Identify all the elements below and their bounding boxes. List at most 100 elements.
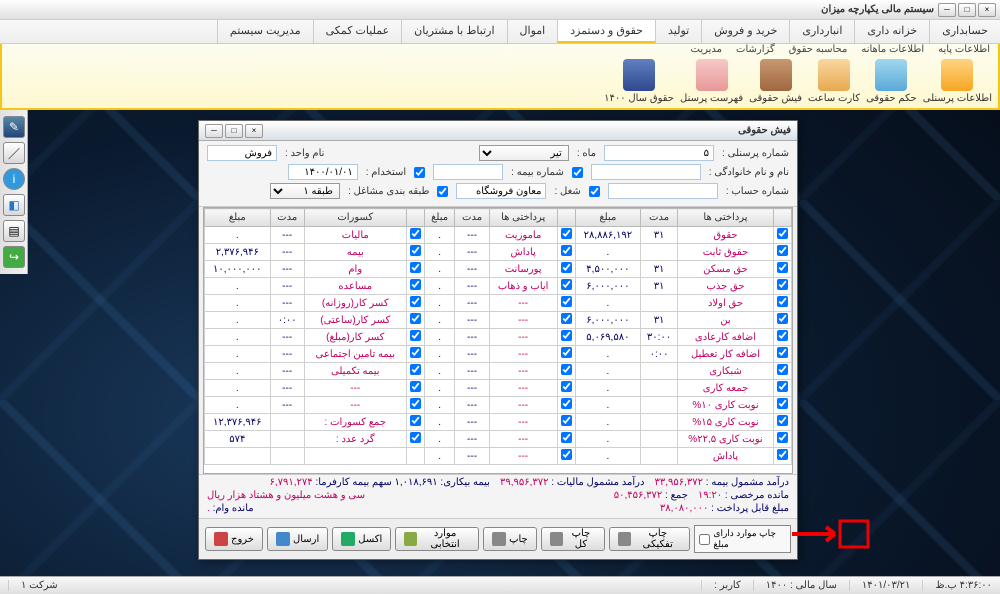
menu-tab[interactable]: اموال <box>507 20 558 43</box>
row-checkbox[interactable] <box>777 245 788 256</box>
row-checkbox[interactable] <box>777 262 788 273</box>
row-checkbox[interactable] <box>410 313 421 324</box>
row-checkbox[interactable] <box>561 415 572 426</box>
insurance-checkbox[interactable] <box>572 167 583 178</box>
menu-tab[interactable]: خزانه داری <box>854 20 929 43</box>
cell-payment: --- <box>489 448 557 465</box>
menu-tab[interactable]: حسابداری <box>929 20 1000 43</box>
cell-payment: حق جذب <box>678 278 774 295</box>
tool-info-icon[interactable]: i <box>3 168 25 190</box>
table-row: نوبت کاری ۱۰%.------.------. <box>205 397 792 414</box>
row-checkbox[interactable] <box>410 296 421 307</box>
ribbon-sub-item[interactable]: اطلاعات ماهانه <box>861 44 924 55</box>
tool-edit-icon[interactable]: ✎ <box>3 116 25 138</box>
print-detail-button[interactable]: چاپ تفکیکی <box>609 527 690 551</box>
print-only-amount-option[interactable]: چاپ موارد دارای مبلغ <box>694 525 791 553</box>
cell-payment: پاداش <box>489 244 557 261</box>
row-checkbox[interactable] <box>410 398 421 409</box>
row-checkbox[interactable] <box>410 432 421 443</box>
row-checkbox[interactable] <box>561 262 572 273</box>
row-checkbox[interactable] <box>561 245 572 256</box>
minimize-button[interactable]: ─ <box>938 3 956 17</box>
menu-tab[interactable]: انبارداری <box>789 20 854 43</box>
selected-button[interactable]: موارد انتخابی <box>395 527 479 551</box>
menu-tab[interactable]: حقوق و دستمزد <box>557 20 655 43</box>
row-checkbox[interactable] <box>777 313 788 324</box>
job-category-label: طبقه بندی مشاغل : <box>348 186 430 197</box>
close-button[interactable]: × <box>978 3 996 17</box>
row-checkbox[interactable] <box>777 381 788 392</box>
menu-tab[interactable]: مدیریت سیستم <box>217 20 313 43</box>
dialog-maximize-icon[interactable]: □ <box>225 124 243 138</box>
row-checkbox[interactable] <box>410 330 421 341</box>
row-checkbox[interactable] <box>561 279 572 290</box>
cell-duration: --- <box>455 329 489 346</box>
row-checkbox[interactable] <box>777 432 788 443</box>
row-checkbox[interactable] <box>410 347 421 358</box>
insurance-no-input[interactable] <box>433 164 503 180</box>
send-button[interactable]: ارسال <box>267 527 328 551</box>
menu-tab[interactable]: عملیات کمکی <box>313 20 402 43</box>
exit-button[interactable]: خروج <box>205 527 263 551</box>
menu-tab[interactable]: تولید <box>655 20 701 43</box>
personnel-no-input[interactable] <box>604 145 714 161</box>
month-select[interactable]: تیر <box>479 145 569 161</box>
account-no-input[interactable] <box>608 183 718 199</box>
row-checkbox[interactable] <box>777 364 788 375</box>
cell-amount: ۲۸,۸۸۶,۱۹۲ <box>575 227 641 244</box>
ribbon-sub-item[interactable]: گزارشات <box>736 44 775 55</box>
row-checkbox[interactable] <box>410 245 421 256</box>
employment-checkbox[interactable] <box>414 167 425 178</box>
row-checkbox[interactable] <box>410 364 421 375</box>
row-checkbox[interactable] <box>777 228 788 239</box>
row-checkbox[interactable] <box>777 347 788 358</box>
ribbon-sub-item[interactable]: مدیریت <box>691 44 723 55</box>
tool-pen-icon[interactable]: ／ <box>3 142 25 164</box>
row-checkbox[interactable] <box>777 279 788 290</box>
job-checkbox[interactable] <box>589 186 600 197</box>
row-checkbox[interactable] <box>777 330 788 341</box>
row-checkbox[interactable] <box>777 415 788 426</box>
cell-amount: . <box>424 448 455 465</box>
employment-value: ۱۴۰۰/۰۱/۰۱ <box>288 164 358 180</box>
cell-payment: --- <box>489 431 557 448</box>
row-checkbox[interactable] <box>410 381 421 392</box>
job-category-checkbox[interactable] <box>437 186 448 197</box>
tool-arrow-icon[interactable]: ↪ <box>3 246 25 268</box>
row-checkbox[interactable] <box>561 364 572 375</box>
row-checkbox[interactable] <box>410 262 421 273</box>
menu-tab[interactable]: خرید و فروش <box>701 20 789 43</box>
row-checkbox[interactable] <box>561 449 572 460</box>
ribbon-sub-item[interactable]: اطلاعات پایه <box>938 44 990 55</box>
row-checkbox[interactable] <box>561 347 572 358</box>
row-checkbox[interactable] <box>777 449 788 460</box>
dialog-minimize-icon[interactable]: ─ <box>205 124 223 138</box>
cell-amount: ۲,۳۷۶,۹۴۶ <box>205 244 271 261</box>
print-only-amount-checkbox[interactable] <box>699 534 710 545</box>
maximize-button[interactable]: □ <box>958 3 976 17</box>
dialog-close-icon[interactable]: × <box>245 124 263 138</box>
row-checkbox[interactable] <box>561 296 572 307</box>
tool-doc-icon[interactable]: ▤ <box>3 220 25 242</box>
row-checkbox[interactable] <box>561 228 572 239</box>
row-checkbox[interactable] <box>777 296 788 307</box>
tool-screen-icon[interactable]: ◧ <box>3 194 25 216</box>
row-checkbox[interactable] <box>777 398 788 409</box>
row-checkbox[interactable] <box>410 279 421 290</box>
row-checkbox[interactable] <box>410 415 421 426</box>
row-checkbox[interactable] <box>561 313 572 324</box>
row-checkbox[interactable] <box>561 432 572 443</box>
cell-duration: --- <box>455 363 489 380</box>
print-all-button[interactable]: چاپ کل <box>541 527 606 551</box>
print-button[interactable]: چاپ <box>483 527 537 551</box>
name-input[interactable] <box>591 164 701 180</box>
ribbon-sub-item[interactable]: محاسبه حقوق <box>789 44 848 55</box>
menu-tab[interactable]: ارتباط با مشتریان <box>401 20 506 43</box>
row-checkbox[interactable] <box>561 381 572 392</box>
excel-button[interactable]: اکسل <box>332 527 391 551</box>
row-checkbox[interactable] <box>561 330 572 341</box>
row-checkbox[interactable] <box>561 398 572 409</box>
row-checkbox[interactable] <box>410 228 421 239</box>
job-category-select[interactable]: طبقه ۱ <box>270 183 340 199</box>
ribbon-item[interactable]: حقوق سال ۱۴۰۰ <box>604 59 674 104</box>
